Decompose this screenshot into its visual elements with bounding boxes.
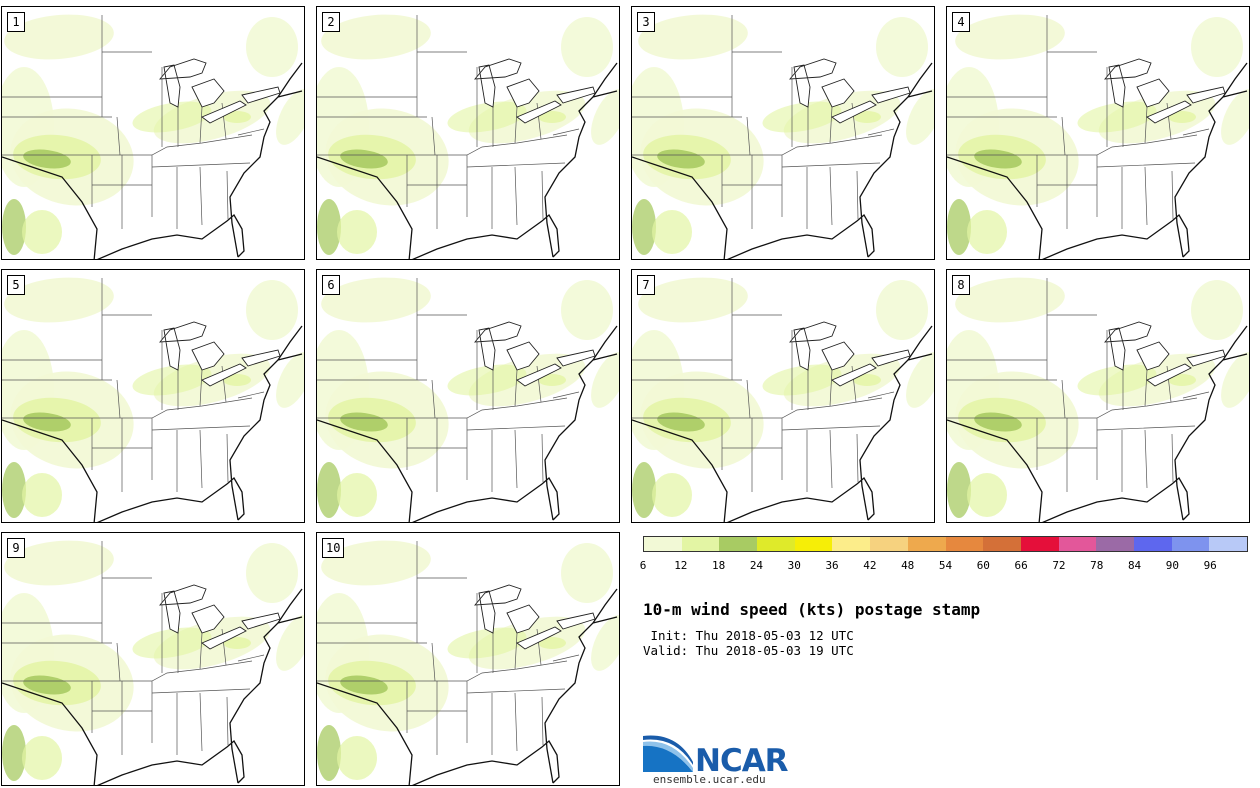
wind-speed-map: [947, 270, 1249, 522]
colorbar-tick-label: 90: [1165, 559, 1179, 572]
colorbar-tick-label: 24: [749, 559, 764, 572]
wind-speed-map: [632, 7, 934, 259]
member-panel: 8: [946, 269, 1250, 523]
colorbar-swatch: [870, 537, 908, 551]
colorbar-swatch: [907, 537, 946, 551]
member-panel: 10: [316, 532, 620, 786]
member-number-label: 3: [637, 12, 655, 32]
colorbar-tick-label: 60: [976, 559, 990, 572]
member-number-label: 9: [7, 538, 25, 558]
member-number-label: 1: [7, 12, 25, 32]
colorbar-swatch: [1020, 537, 1059, 551]
member-panel: 6: [316, 269, 620, 523]
colorbar-tick-label: 78: [1090, 559, 1104, 572]
figure-title: 10-m wind speed (kts) postage stamp: [643, 600, 981, 619]
colorbar-swatch: [945, 537, 984, 551]
colorbar-tick-label: 30: [787, 559, 801, 572]
colorbar-tick-label: 84: [1127, 559, 1142, 572]
colorbar-tick-label: 12: [674, 559, 688, 572]
colorbar-tick-label: 36: [825, 559, 839, 572]
member-number-label: 5: [7, 275, 25, 295]
wind-speed-map: [2, 7, 304, 259]
member-number-label: 6: [322, 275, 340, 295]
colorbar-swatch: [983, 537, 1021, 551]
wind-speed-map: [632, 270, 934, 522]
member-panel: 7: [631, 269, 935, 523]
member-number-label: 4: [952, 12, 970, 32]
member-panel: 2: [316, 6, 620, 260]
member-number-label: 8: [952, 275, 970, 295]
wind-speed-map: [2, 270, 304, 522]
wind-speed-map: [317, 270, 619, 522]
colorbar-swatch: [681, 537, 720, 551]
wind-speed-colorbar: [643, 536, 1248, 552]
wind-speed-map: [317, 533, 619, 785]
colorbar-swatch: [757, 537, 795, 551]
member-number-label: 10: [322, 538, 345, 558]
colorbar-tick-label: 48: [901, 559, 915, 572]
colorbar-swatch: [794, 537, 833, 551]
member-panel: 3: [631, 6, 935, 260]
wind-speed-map: [2, 533, 304, 785]
colorbar-tick-label: 18: [712, 559, 726, 572]
colorbar-swatch: [1058, 537, 1097, 551]
init-time: Init: Thu 2018-05-03 12 UTC: [643, 628, 854, 643]
colorbar-swatch: [1133, 537, 1172, 551]
colorbar-swatch: [644, 537, 682, 551]
colorbar-tick-label: 42: [863, 559, 877, 572]
member-panel: 5: [1, 269, 305, 523]
colorbar-swatch: [719, 537, 758, 551]
wind-speed-map: [947, 7, 1249, 259]
colorbar-tick-label: 54: [938, 559, 953, 572]
colorbar-swatch: [1096, 537, 1134, 551]
ncar-logo-text: NCAR: [695, 743, 789, 779]
colorbar-swatch: [1209, 537, 1247, 551]
valid-time: Valid: Thu 2018-05-03 19 UTC: [643, 643, 854, 658]
colorbar-tick-label: 66: [1014, 559, 1028, 572]
colorbar-tick-label: 72: [1052, 559, 1066, 572]
ncar-logo-icon: [643, 735, 693, 772]
wind-speed-map: [317, 7, 619, 259]
ensemble-url: ensemble.ucar.edu: [653, 773, 766, 786]
member-number-label: 2: [322, 12, 340, 32]
member-panel: 4: [946, 6, 1250, 260]
member-panel: 9: [1, 532, 305, 786]
colorbar-swatch: [832, 537, 871, 551]
colorbar-tick-label: 96: [1203, 559, 1217, 572]
colorbar-tick-label: 6: [639, 559, 647, 572]
colorbar-swatch: [1171, 537, 1210, 551]
member-panel: 1: [1, 6, 305, 260]
member-number-label: 7: [637, 275, 655, 295]
